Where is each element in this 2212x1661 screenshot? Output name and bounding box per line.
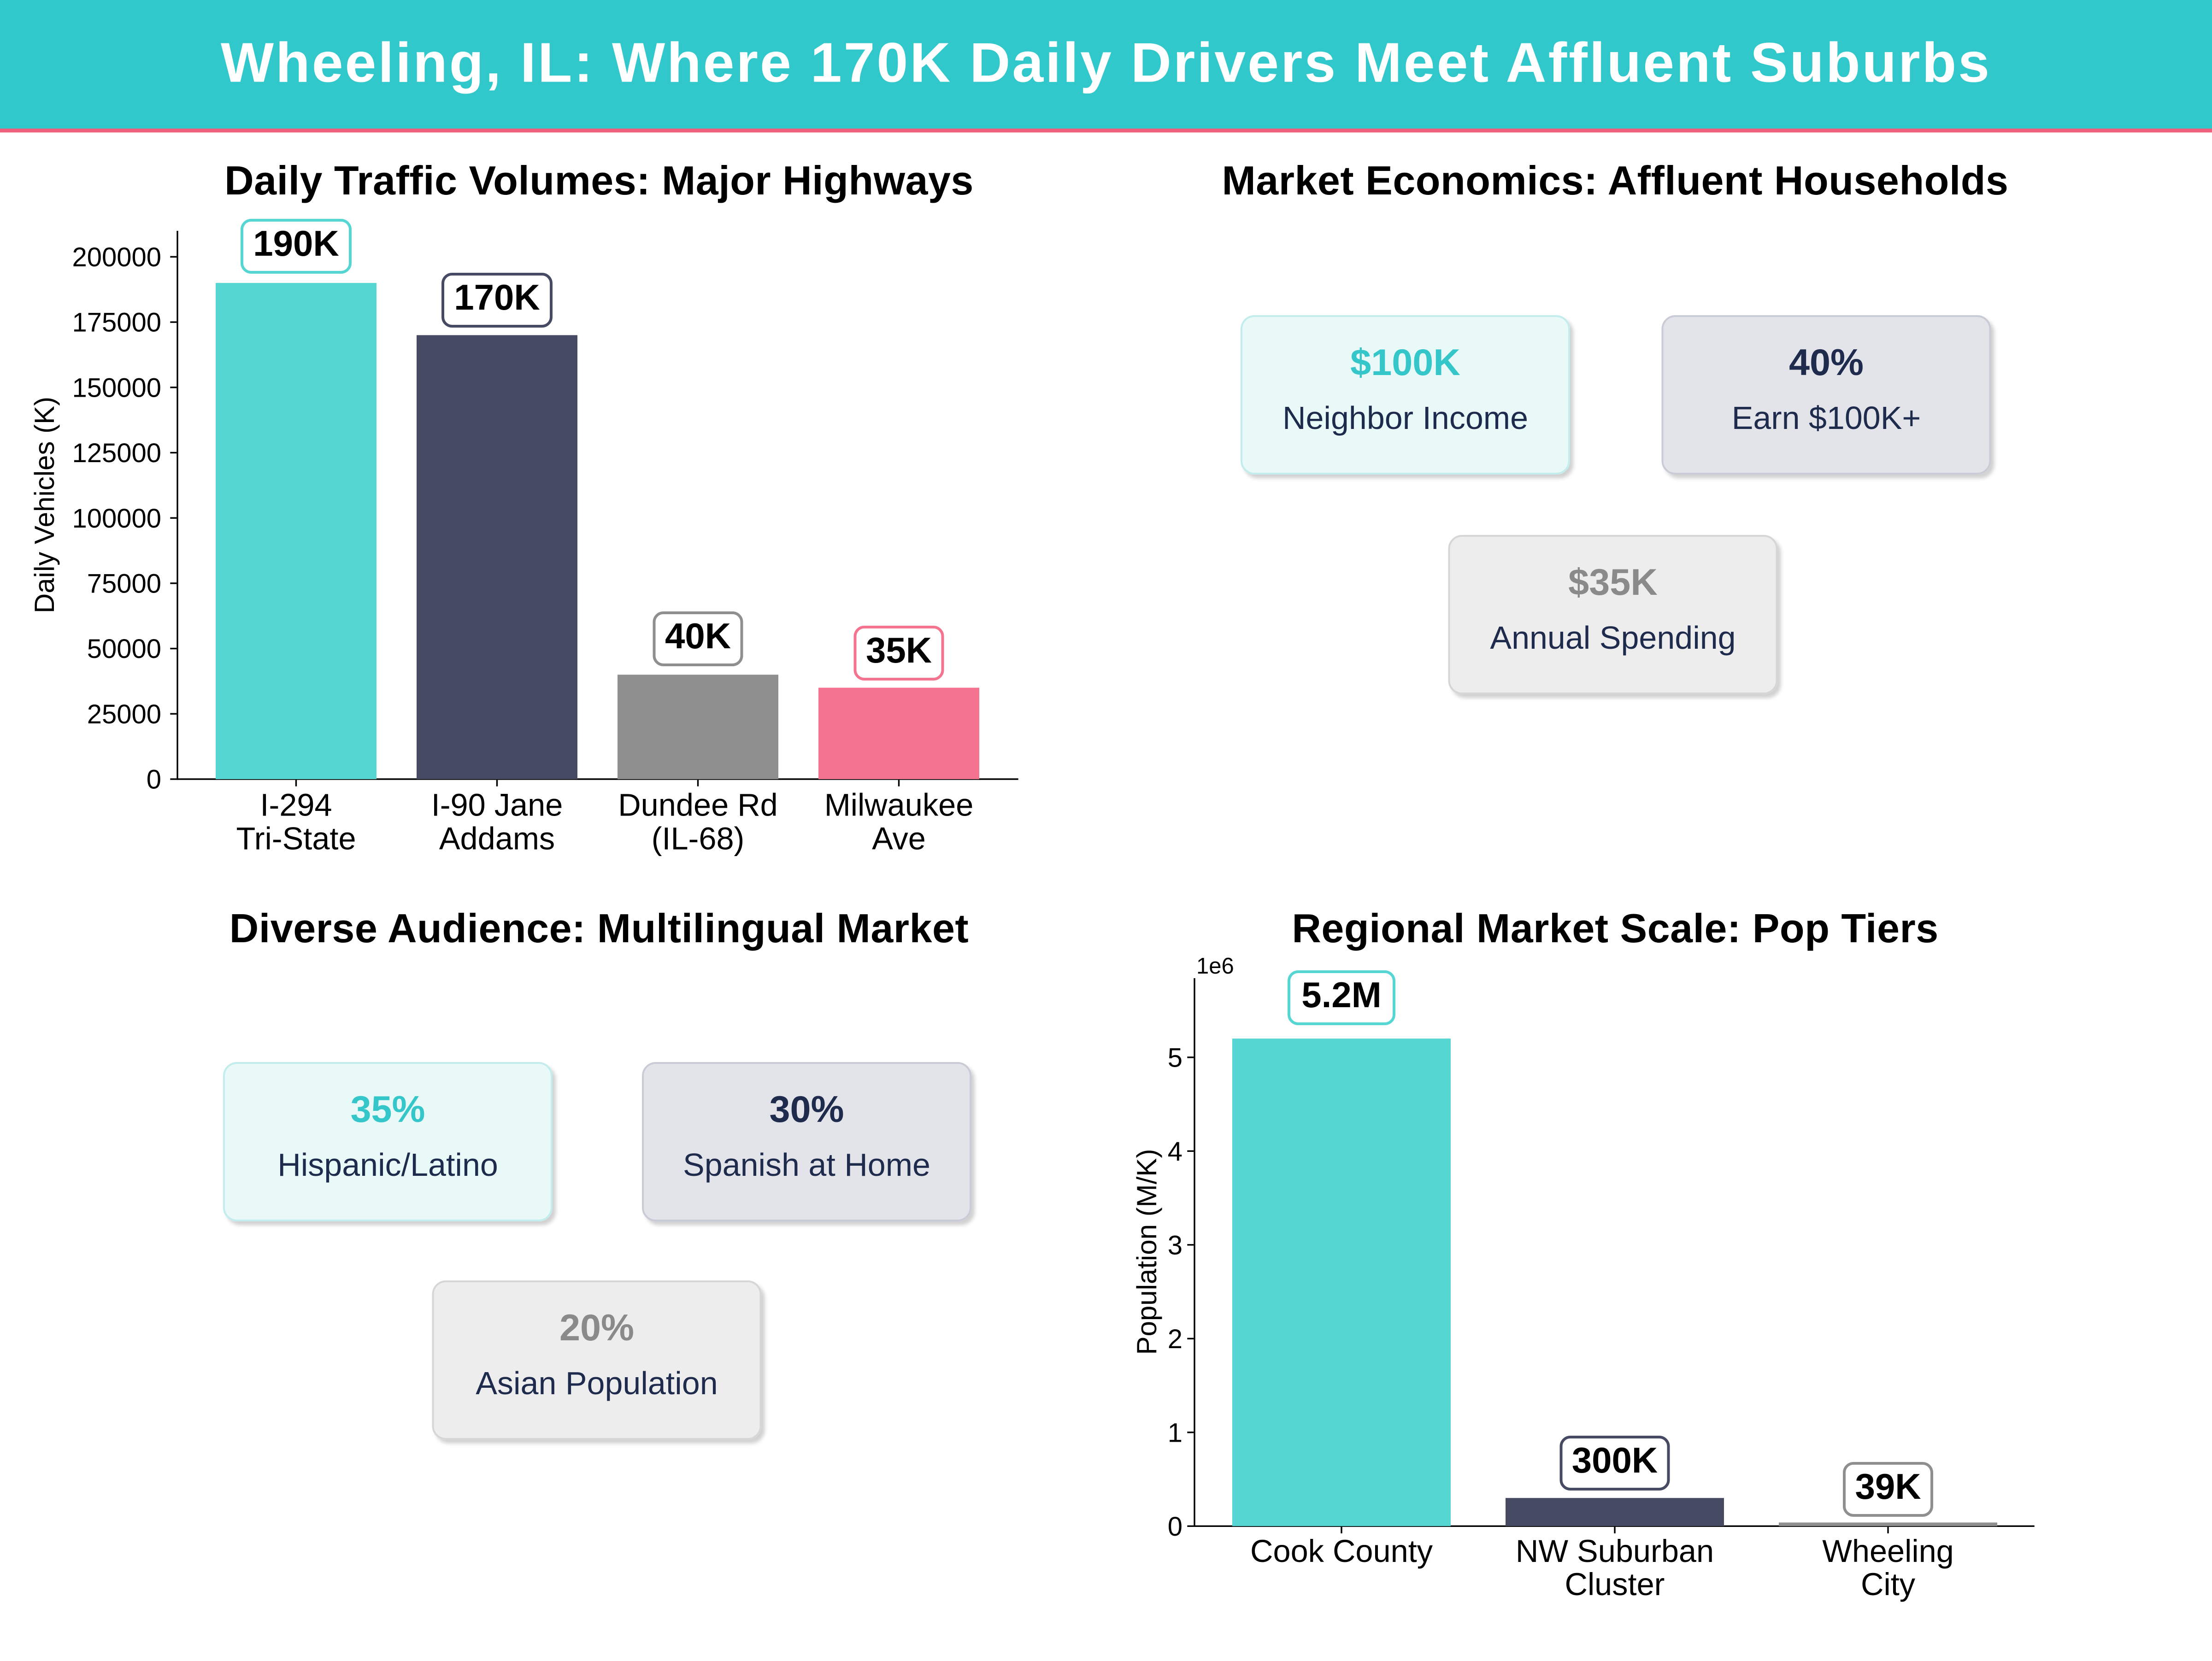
svg-text:3: 3 (1168, 1230, 1182, 1260)
svg-text:170K: 170K (454, 277, 540, 317)
svg-text:Annual Spending: Annual Spending (1490, 620, 1735, 656)
svg-text:(IL-68): (IL-68) (652, 821, 745, 856)
svg-text:0: 0 (147, 765, 161, 795)
svg-text:190K: 190K (253, 223, 339, 264)
svg-text:50000: 50000 (87, 634, 161, 664)
svg-text:100000: 100000 (72, 504, 161, 534)
svg-text:30%: 30% (769, 1089, 844, 1130)
svg-text:Regional Market Scale: Pop Tie: Regional Market Scale: Pop Tiers (1292, 905, 1938, 951)
svg-text:39K: 39K (1855, 1466, 1921, 1507)
svg-text:35K: 35K (866, 630, 932, 670)
svg-text:City: City (1861, 1567, 1916, 1602)
svg-text:35%: 35% (350, 1089, 425, 1130)
svg-text:Ave: Ave (872, 821, 926, 856)
svg-text:Population (M/K): Population (M/K) (1131, 1149, 1162, 1355)
svg-text:Wheeling, IL: Where 170K Daily: Wheeling, IL: Where 170K Daily Drivers M… (221, 31, 1991, 94)
svg-text:150000: 150000 (72, 373, 161, 403)
svg-text:2: 2 (1168, 1324, 1182, 1354)
svg-text:0: 0 (1168, 1512, 1182, 1542)
svg-text:Market Economics: Affluent Hou: Market Economics: Affluent Households (1222, 158, 2009, 203)
svg-text:20%: 20% (559, 1307, 634, 1349)
svg-text:40%: 40% (1789, 342, 1864, 383)
svg-text:I-90 Jane: I-90 Jane (431, 787, 563, 822)
svg-text:Milwaukee: Milwaukee (824, 787, 974, 822)
svg-text:Tri-State: Tri-State (236, 821, 356, 856)
svg-text:40K: 40K (665, 616, 731, 656)
svg-text:Addams: Addams (439, 821, 555, 856)
svg-text:NW Suburban: NW Suburban (1516, 1533, 1714, 1569)
svg-text:300K: 300K (1572, 1440, 1658, 1480)
svg-text:Wheeling: Wheeling (1822, 1533, 1954, 1569)
svg-text:Neighbor Income: Neighbor Income (1282, 400, 1528, 436)
svg-text:125000: 125000 (72, 438, 161, 468)
svg-text:Asian Population: Asian Population (476, 1365, 718, 1401)
svg-text:1e6: 1e6 (1196, 954, 1234, 979)
svg-text:Hispanic/Latino: Hispanic/Latino (277, 1147, 498, 1183)
svg-text:Earn $100K+: Earn $100K+ (1732, 400, 1921, 436)
svg-text:Cluster: Cluster (1565, 1567, 1665, 1602)
svg-text:25000: 25000 (87, 699, 161, 729)
svg-text:Cook County: Cook County (1250, 1533, 1433, 1569)
svg-text:Daily Traffic Volumes: Major H: Daily Traffic Volumes: Major Highways (224, 158, 974, 203)
svg-text:$100K: $100K (1350, 342, 1460, 383)
svg-text:200000: 200000 (72, 242, 161, 272)
svg-text:175000: 175000 (72, 308, 161, 338)
svg-text:Daily Vehicles (K): Daily Vehicles (K) (29, 397, 60, 613)
svg-text:75000: 75000 (87, 569, 161, 599)
svg-text:5: 5 (1168, 1043, 1182, 1073)
svg-text:4: 4 (1168, 1137, 1182, 1167)
svg-text:$35K: $35K (1568, 562, 1658, 603)
svg-text:Diverse Audience: Multilingual: Diverse Audience: Multilingual Market (229, 905, 969, 951)
svg-text:Dundee Rd: Dundee Rd (618, 787, 778, 822)
svg-text:I-294: I-294 (260, 787, 332, 822)
svg-text:5.2M: 5.2M (1301, 974, 1381, 1015)
svg-text:Spanish at Home: Spanish at Home (683, 1147, 930, 1183)
svg-text:1: 1 (1168, 1418, 1182, 1448)
